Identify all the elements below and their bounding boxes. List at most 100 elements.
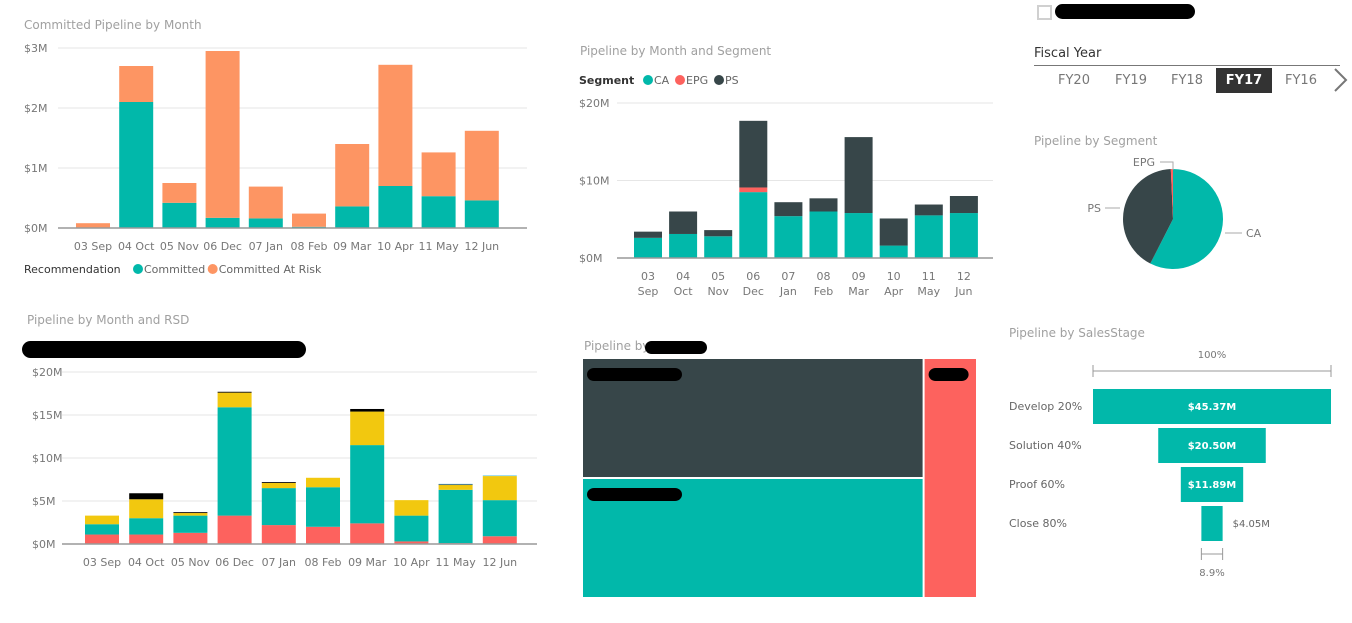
x-tick-label: 07 Jan [249,240,283,253]
x-tick-label: 10 Apr [377,240,414,253]
bar-segment-ca [739,192,768,258]
funnel-stage-label: Close 80% [1009,517,1067,530]
x-tick-label: Apr [884,285,904,298]
funnel-bar [1093,389,1331,424]
bar-segment-committed [248,218,283,228]
chevron-right-icon[interactable] [1330,66,1350,94]
bar-segment-s1 [350,523,385,544]
x-tick-label: 06 Dec [203,240,242,253]
slicer-divider [1034,65,1340,66]
bar-segment-ps [879,218,908,246]
x-tick-label: Nov [707,285,729,298]
fy-option-fy20[interactable]: FY20 [1058,73,1090,88]
bar-segment-committed-at-risk [162,183,197,203]
x-tick-label: 04 Oct [128,556,165,569]
bar-segment-s1 [261,525,296,544]
treemap-title: Pipeline by [584,339,650,353]
x-tick-label: 07 Jan [262,556,296,569]
x-tick-label: 10 Apr [393,556,430,569]
legend-label: PS [725,74,739,87]
y-tick-label: $0M [32,538,56,551]
bar-segment-s2 [306,487,340,527]
pie-slice-ca [1150,169,1223,269]
bar-segment-ps [949,196,978,214]
bar-segment-s1 [306,526,340,544]
legend-marker [675,75,685,85]
bar-segment-ca [949,213,978,258]
redacted-checkbox-label [1055,4,1195,19]
funnel-value-label: $20.50M [1188,441,1237,452]
y-tick-label: $20M [579,97,610,110]
x-tick-label: Mar [848,285,869,298]
segment-pie-chart: CA PS EPG [1087,156,1262,269]
legend-title: Segment [579,74,634,87]
bar-segment-epg [739,187,768,193]
pie-title: Pipeline by Segment [1034,134,1158,148]
bar-segment-s2 [217,407,252,516]
x-tick-label: 09 Mar [348,556,387,569]
x-tick-label: 04 Oct [118,240,155,253]
rsd-chart: $0M $5M $10M $15M $20M 03 Sep 04 Oct 05 Nov 06 D… [32,366,537,569]
y-tick-label: $10M [32,452,63,465]
bar-segment-committed-at-risk [205,51,240,218]
x-tick-label: 05 Nov [171,556,210,569]
bar-segment-s2 [394,515,429,542]
x-tick-label: 12 Jun [482,556,517,569]
bar-segment-ps [809,198,838,212]
fy-option-fy16[interactable]: FY16 [1285,73,1317,88]
bar-segment-s3 [261,482,296,489]
redacted-treemap-title-suffix [645,341,707,354]
y-tick-label: $5M [32,495,56,508]
x-tick-label: 10 [887,270,901,283]
x-tick-label: 09 [852,270,866,283]
x-tick-label: 08 Feb [305,556,342,569]
x-tick-label: 11 [922,270,936,283]
legend-label: EPG [686,74,708,87]
pie-slice-epg [1170,169,1173,219]
funnel-bottom-percent: 8.9% [1199,568,1224,579]
fy-option-fy19[interactable]: FY19 [1115,73,1147,88]
bar-segment-s3 [482,476,517,501]
bar-segment-s3 [129,499,164,519]
bar-segment-s3 [173,513,208,516]
bar-segment-committed [205,217,240,228]
bar-segment-committed-at-risk [421,152,456,197]
treemap-chart[interactable] [583,359,977,598]
redacted-tile-label [587,368,682,381]
fy-option-fy17[interactable]: FY17 [1216,68,1272,93]
funnel-value-label: $45.37M [1188,402,1237,413]
funnel-value-label: $11.89M [1188,480,1237,491]
bar-segment-s4 [173,512,208,514]
redacted-tile-label [928,368,969,381]
bar-segment-s2 [129,518,164,535]
bar-segment-s3 [350,411,385,446]
bar-segment-s4 [261,482,296,483]
bar-segment-ps [739,120,768,188]
legend-label: Committed [144,263,205,276]
x-tick-label: 12 Jun [464,240,499,253]
bar-segment-s4 [438,484,473,486]
x-tick-label: 09 Mar [333,240,372,253]
bar-segment-ca [809,211,838,258]
bar-segment-s3 [306,477,340,488]
legend-marker [133,264,143,274]
bar-segment-s1 [173,532,208,544]
y-tick-label: $20M [32,366,63,379]
x-tick-label: 08 [817,270,831,283]
legend-marker [643,75,653,85]
bar-segment-s3 [85,515,119,525]
bar-segment-s2 [85,524,119,535]
funnel-bar [1201,506,1223,541]
bar-segment-s1 [394,541,429,544]
bar-segment-ps [914,204,943,216]
fy-option-fy18[interactable]: FY18 [1171,73,1203,88]
bar-segment-s2 [438,489,473,544]
bar-segment-committed-at-risk [292,213,326,227]
y-tick-label: $0M [579,252,603,265]
bar-segment-ca [774,216,803,258]
slicer-checkbox[interactable] [1037,5,1052,20]
x-tick-label: 03 [641,270,655,283]
x-tick-label: Jan [779,285,797,298]
bar-segment-ps [704,230,733,237]
y-tick-label: $10M [579,175,610,188]
